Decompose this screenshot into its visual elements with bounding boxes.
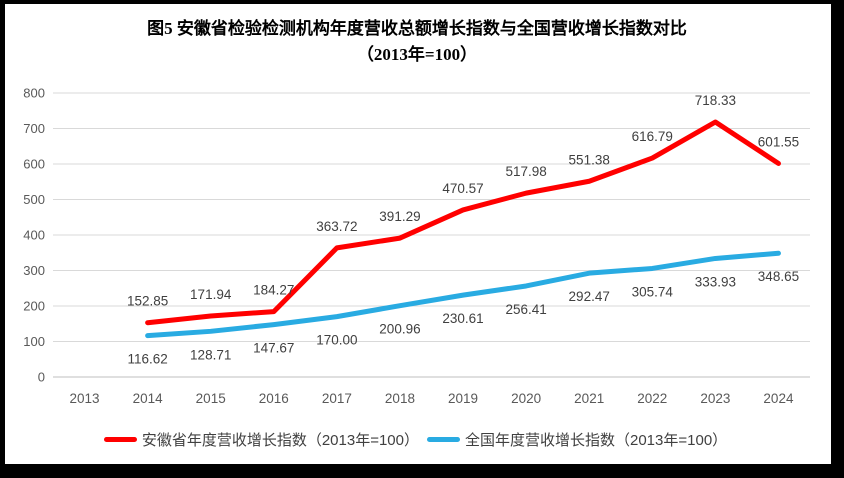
data-label: 470.57 bbox=[442, 181, 483, 196]
y-axis-tick-label: 0 bbox=[38, 370, 45, 385]
national-series-swatch-icon bbox=[427, 437, 460, 442]
data-label: 230.61 bbox=[442, 311, 483, 326]
legend-item-anhui: 安徽省年度营收增长指数（2013年=100） bbox=[103, 429, 419, 450]
anhui-series-swatch-icon bbox=[103, 437, 137, 442]
y-axis-tick-label: 100 bbox=[23, 334, 45, 349]
chart-title-line2: （2013年=100） bbox=[356, 44, 478, 64]
data-label: 171.94 bbox=[190, 287, 232, 302]
y-axis-tick-label: 700 bbox=[23, 121, 45, 136]
y-axis-tick-label: 400 bbox=[23, 228, 45, 243]
data-label: 147.67 bbox=[253, 341, 294, 356]
data-label: 170.00 bbox=[316, 333, 357, 348]
data-label: 152.85 bbox=[127, 294, 168, 309]
data-label: 200.96 bbox=[379, 322, 420, 337]
data-label: 616.79 bbox=[632, 129, 673, 144]
data-label: 305.74 bbox=[632, 284, 674, 299]
legend-item-national: 全国年度营收增长指数（2013年=100） bbox=[427, 429, 727, 450]
chart-legend: 安徽省年度营收增长指数（2013年=100） 全国年度营收增长指数（2013年=… bbox=[0, 429, 831, 450]
data-label: 601.55 bbox=[758, 134, 799, 149]
chart-title-line1: 图5 安徽省检验检测机构年度营收总额增长指数与全国营收增长指数对比 bbox=[147, 19, 687, 38]
data-label: 292.47 bbox=[569, 289, 610, 304]
data-label: 718.33 bbox=[695, 93, 736, 108]
y-axis-tick-label: 200 bbox=[23, 299, 45, 314]
x-axis-tick-label: 2019 bbox=[448, 391, 478, 406]
legend-label-national: 全国年度营收增长指数（2013年=100） bbox=[465, 432, 728, 449]
x-axis-tick-label: 2013 bbox=[70, 391, 100, 406]
x-axis-tick-label: 2015 bbox=[196, 391, 226, 406]
chart-title: 图5 安徽省检验检测机构年度营收总额增长指数与全国营收增长指数对比 （2013年… bbox=[30, 16, 804, 67]
data-label: 517.98 bbox=[505, 164, 546, 179]
data-label: 128.71 bbox=[190, 347, 231, 362]
x-axis-tick-label: 2016 bbox=[259, 391, 289, 406]
data-label: 391.29 bbox=[379, 209, 420, 224]
y-axis-tick-label: 800 bbox=[23, 86, 45, 101]
x-axis-tick-label: 2020 bbox=[511, 391, 541, 406]
y-axis-tick-label: 600 bbox=[23, 157, 45, 172]
data-label: 363.72 bbox=[316, 219, 357, 234]
x-axis-tick-label: 2024 bbox=[763, 391, 794, 406]
data-label: 333.93 bbox=[695, 274, 736, 289]
x-axis-tick-label: 2021 bbox=[574, 391, 604, 406]
data-label: 184.27 bbox=[253, 283, 294, 298]
data-label: 348.65 bbox=[758, 269, 799, 284]
x-axis-tick-label: 2017 bbox=[322, 391, 352, 406]
x-axis-tick-label: 2014 bbox=[133, 391, 164, 406]
x-axis-tick-label: 2022 bbox=[637, 391, 667, 406]
y-axis-tick-label: 500 bbox=[23, 192, 45, 207]
data-label: 116.62 bbox=[127, 352, 167, 367]
data-label: 551.38 bbox=[569, 152, 610, 167]
x-axis-tick-label: 2018 bbox=[385, 391, 415, 406]
legend-label-anhui: 安徽省年度营收增长指数（2013年=100） bbox=[141, 432, 419, 449]
data-label: 256.41 bbox=[505, 302, 546, 317]
y-axis-tick-label: 300 bbox=[23, 263, 45, 278]
x-axis-tick-label: 2023 bbox=[700, 391, 730, 406]
